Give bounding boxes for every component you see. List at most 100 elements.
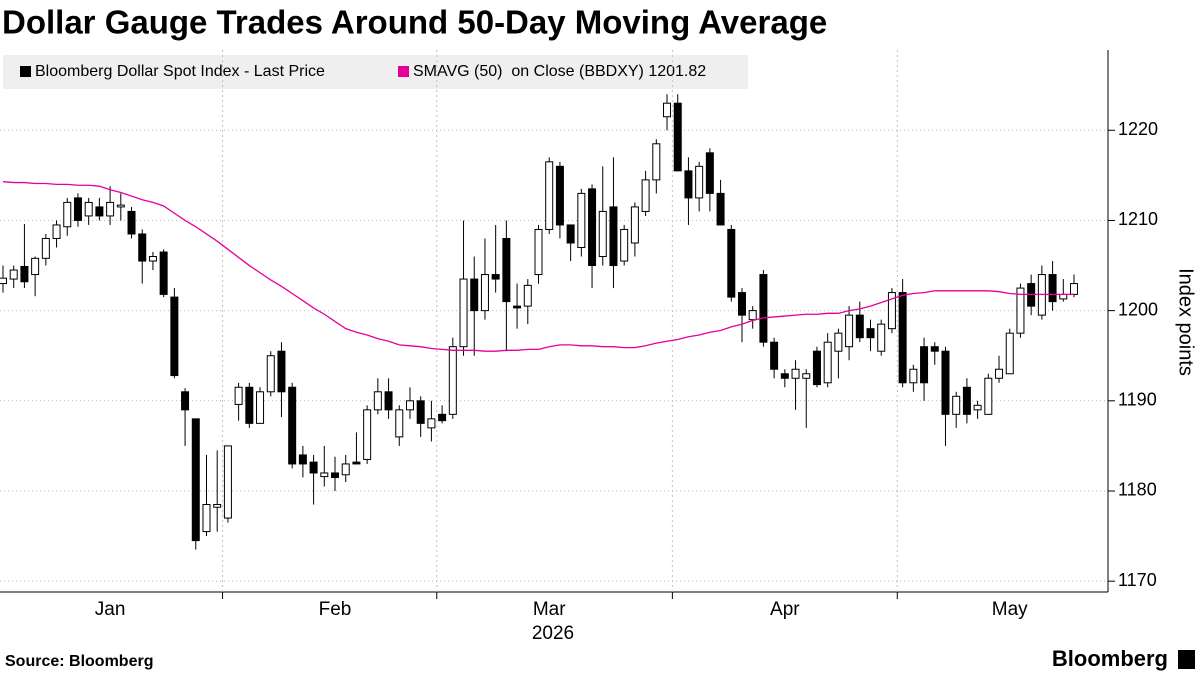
sma-line [2, 181, 1075, 352]
candle-body [695, 165, 704, 199]
candle-body [930, 346, 939, 352]
candle-body [577, 192, 586, 249]
y-tick-label: 1210 [1118, 209, 1158, 229]
candle-body [737, 292, 746, 316]
candle-body [309, 461, 318, 474]
candle-body [20, 265, 29, 283]
candle-body [620, 228, 629, 262]
candle-body [298, 454, 307, 465]
candle-body [1048, 274, 1057, 303]
candle-body [802, 373, 811, 379]
x-axis-year: 2026 [532, 623, 574, 644]
candle-body [791, 368, 800, 379]
candle-body [748, 310, 757, 321]
x-tick-label: May [992, 599, 1028, 620]
legend-box [3, 55, 748, 89]
candle-body [448, 346, 457, 415]
x-tick-label: Jan [95, 599, 126, 620]
y-tick-label: 1220 [1118, 119, 1158, 139]
candle-body [984, 377, 993, 415]
candle-body [973, 404, 982, 411]
candle-body [855, 314, 864, 339]
candle-body [952, 395, 961, 415]
candle-body [331, 472, 340, 478]
candle-body [266, 355, 275, 393]
chart-title: Dollar Gauge Trades Around 50-Day Moving… [2, 4, 827, 41]
y-tick-label: 1200 [1118, 299, 1158, 319]
candle-body [716, 192, 725, 226]
candle-body [438, 413, 447, 422]
candle-body [470, 278, 479, 312]
x-tick-label: Apr [770, 599, 800, 620]
candle-body [609, 206, 618, 267]
candle-body [395, 409, 404, 438]
candle-body [213, 504, 222, 508]
candle-body [106, 201, 115, 217]
candle-body [320, 472, 329, 478]
candle-body [416, 400, 425, 424]
y-tick-label: 1180 [1118, 480, 1157, 500]
candle-body [480, 274, 489, 312]
candle-body [598, 210, 607, 258]
candle-body [405, 400, 414, 411]
candle-body [73, 197, 82, 221]
x-tick-label: Feb [319, 599, 352, 620]
candle-body [705, 152, 714, 194]
y-tick-label: 1190 [1118, 390, 1157, 410]
legend-label: Bloomberg Dollar Spot Index - Last Price [35, 63, 325, 80]
candle-body [641, 179, 650, 212]
candle-body [1070, 283, 1078, 295]
candle-body [823, 341, 832, 384]
candle-body [459, 278, 468, 348]
candle-body [652, 143, 661, 181]
y-tick-label: 1170 [1118, 570, 1157, 590]
candle-body [759, 274, 768, 343]
candle-body [684, 170, 693, 199]
candle-body [673, 102, 682, 172]
candle-body [812, 350, 821, 386]
candle-body [256, 391, 265, 424]
y-axis-title: Index points [1175, 268, 1197, 376]
legend-swatch [398, 66, 409, 77]
candle-body [31, 257, 40, 276]
candle-body [663, 102, 672, 118]
candle-body [909, 368, 918, 384]
candle-body [277, 350, 286, 393]
candle-body [181, 391, 190, 411]
candle-body [887, 292, 896, 330]
candle-body [780, 373, 789, 379]
candle-body [127, 210, 136, 235]
candle-body [770, 341, 779, 370]
candle-body [427, 418, 436, 429]
legend-label: SMAVG (50) on Close (BBDXY) 1201.82 [413, 63, 706, 80]
candle-body [866, 328, 875, 339]
candle-body [384, 391, 393, 411]
candle-body [63, 201, 72, 228]
candle-body [223, 445, 232, 519]
candle-body [523, 284, 532, 307]
candle-body [170, 296, 179, 377]
candle-body [545, 161, 554, 230]
candle-body [941, 350, 950, 415]
candle-body [288, 386, 297, 465]
brand: Bloomberg [1052, 646, 1168, 671]
x-tick-label: Mar [533, 599, 566, 620]
candle-body [920, 346, 929, 384]
candle-body [52, 224, 61, 239]
candle-body [148, 256, 157, 262]
candle-body [513, 305, 522, 309]
candle-body [352, 461, 361, 465]
candle-body [245, 386, 254, 424]
candle-body [191, 418, 200, 542]
candle-body [234, 386, 243, 405]
candle-body [877, 323, 886, 352]
candle-body [845, 314, 854, 348]
candle-body [159, 251, 168, 295]
candle-body [341, 463, 350, 476]
candle-body [138, 233, 147, 262]
candle-body [534, 228, 543, 276]
brand-icon [1178, 650, 1195, 669]
candle-body [630, 206, 639, 244]
candle-body [202, 504, 211, 533]
